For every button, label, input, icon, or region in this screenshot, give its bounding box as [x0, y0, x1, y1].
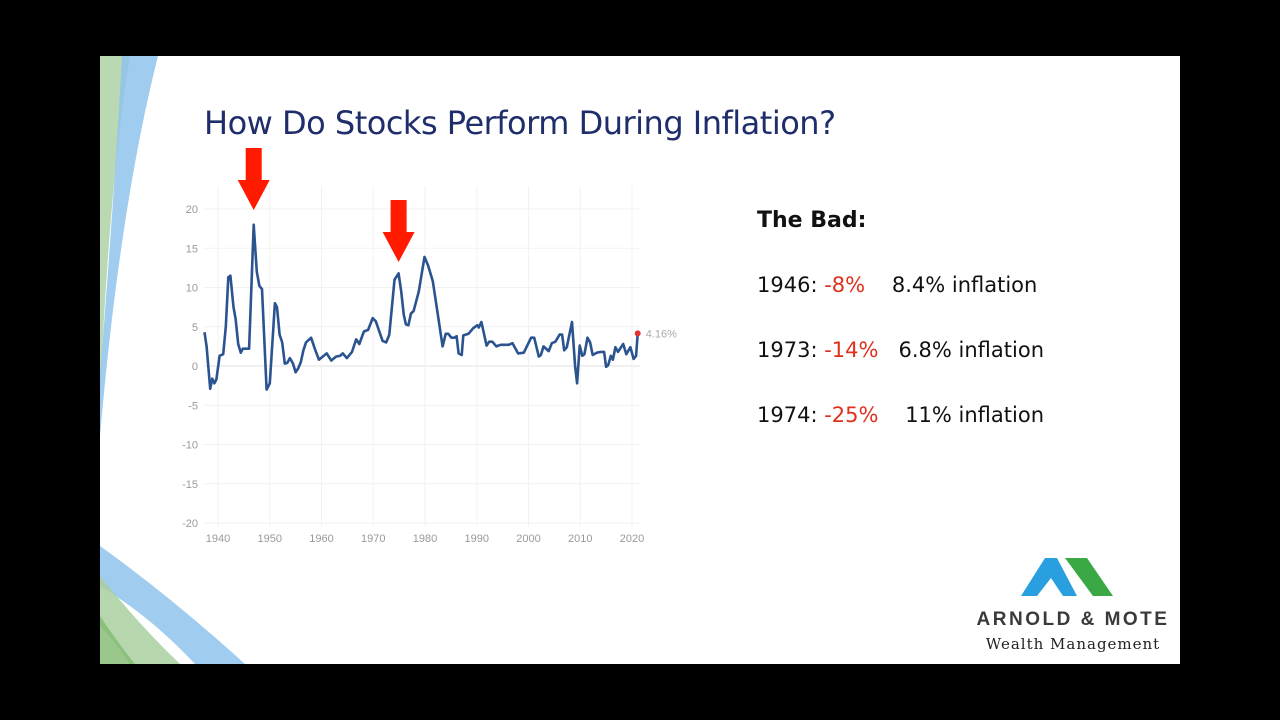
x-tick-label: 1970 — [361, 533, 385, 545]
last-data-point — [634, 330, 641, 337]
logo-brand: ARNOLD & MOTE — [976, 609, 1170, 630]
y-tick-label: -15 — [182, 479, 198, 491]
y-tick-label: 15 — [186, 243, 198, 255]
bad-row-1973: 1973: -14% 6.8% inflation — [757, 338, 1045, 362]
bad-row-1946: 1946: -8% 8.4% inflation — [757, 273, 1038, 297]
x-tick-label: 2020 — [620, 533, 644, 545]
x-tick-label: 1950 — [258, 533, 282, 545]
x-tick-label: 1990 — [465, 533, 489, 545]
y-tick-label: -20 — [182, 518, 198, 530]
x-tick-label: 2000 — [516, 533, 540, 545]
logo-mark-icon — [1021, 558, 1113, 596]
series-line — [203, 223, 639, 391]
y-tick-label: -5 — [188, 400, 198, 412]
y-tick-label: 10 — [186, 283, 198, 295]
x-tick-label: 1980 — [413, 533, 437, 545]
x-tick-label: 2010 — [568, 533, 592, 545]
slide-title: How Do Stocks Perform During Inflation? — [204, 104, 836, 142]
x-tick-label: 1960 — [309, 533, 333, 545]
last-value-label: 4.16% — [646, 328, 677, 340]
bad-heading: The Bad: — [757, 208, 867, 233]
inflation-line-chart: 20 15 10 5 0 -5 -10 -15 -20 1940 1950 1960 1970 1980 1… — [182, 148, 677, 545]
x-tick-label: 1940 — [206, 533, 230, 545]
y-tick-label: 5 — [192, 322, 198, 334]
y-tick-label: 20 — [186, 204, 198, 216]
logo-subtitle: Wealth Management — [985, 635, 1161, 653]
slide: How Do Stocks Perform During Inflation? … — [100, 56, 1180, 664]
company-logo: ARNOLD & MOTE Wealth Management — [968, 556, 1178, 653]
red-arrow-icon — [382, 200, 415, 262]
red-arrow-icon — [237, 148, 270, 210]
bad-row-1974: 1974: -25% 11% inflation — [757, 403, 1045, 427]
decorative-swooshes — [100, 56, 245, 664]
y-tick-label: 0 — [192, 361, 198, 373]
y-tick-label: -10 — [182, 440, 198, 452]
